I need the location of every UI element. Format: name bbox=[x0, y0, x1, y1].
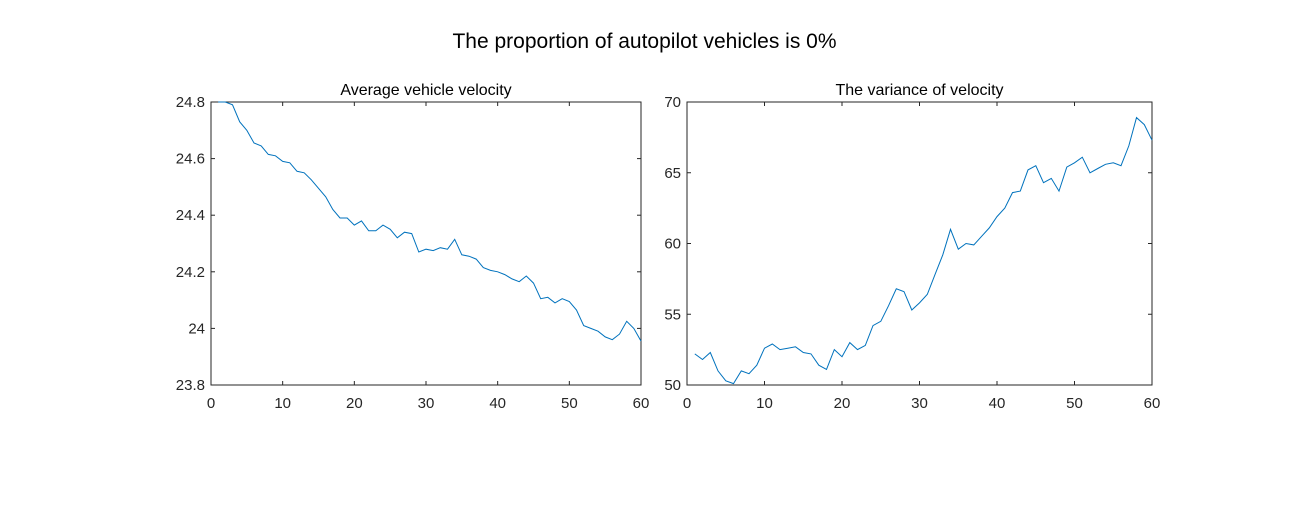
x-tick-label: 60 bbox=[1144, 395, 1161, 412]
y-tick-label: 70 bbox=[664, 94, 681, 111]
y-tick-label: 24.4 bbox=[176, 207, 205, 224]
x-tick-label: 10 bbox=[756, 395, 773, 412]
x-tick-label: 0 bbox=[683, 395, 691, 412]
x-tick-label: 60 bbox=[633, 395, 650, 412]
y-tick-label: 24.8 bbox=[176, 94, 205, 111]
figure-title: The proportion of autopilot vehicles is … bbox=[452, 30, 837, 53]
x-tick-label: 0 bbox=[207, 395, 215, 412]
x-tick-label: 20 bbox=[834, 395, 851, 412]
y-tick-label: 23.8 bbox=[176, 377, 205, 394]
y-tick-label: 24.2 bbox=[176, 264, 205, 281]
series-line bbox=[694, 116, 1153, 385]
x-tick-label: 30 bbox=[418, 395, 435, 412]
subplot-title: Average vehicle velocity bbox=[340, 82, 511, 99]
x-tick-label: 10 bbox=[274, 395, 291, 412]
y-tick-label: 60 bbox=[664, 236, 681, 253]
x-tick-label: 50 bbox=[561, 395, 578, 412]
subplot-average-velocity: Average vehicle velocity 0 10 20 30 40 50 60 23.… bbox=[176, 82, 650, 412]
x-tick-label: 30 bbox=[911, 395, 928, 412]
x-tick-label: 50 bbox=[1066, 395, 1083, 412]
axes-frame bbox=[210, 101, 642, 386]
subplot-velocity-variance: The variance of velocity 0 10 20 30 40 50 60 50 5… bbox=[664, 82, 1160, 412]
x-tick-label: 20 bbox=[346, 395, 363, 412]
y-tick-label: 24 bbox=[188, 320, 205, 337]
y-tick-label: 24.6 bbox=[176, 151, 205, 168]
x-tick-label: 40 bbox=[489, 395, 506, 412]
axes-frame bbox=[686, 101, 1153, 386]
y-tick-label: 50 bbox=[664, 377, 681, 394]
subplot-title: The variance of velocity bbox=[835, 82, 1003, 99]
y-tick-label: 55 bbox=[664, 306, 681, 323]
y-tick-label: 65 bbox=[664, 165, 681, 182]
x-tick-label: 40 bbox=[989, 395, 1006, 412]
series-line bbox=[218, 101, 642, 342]
